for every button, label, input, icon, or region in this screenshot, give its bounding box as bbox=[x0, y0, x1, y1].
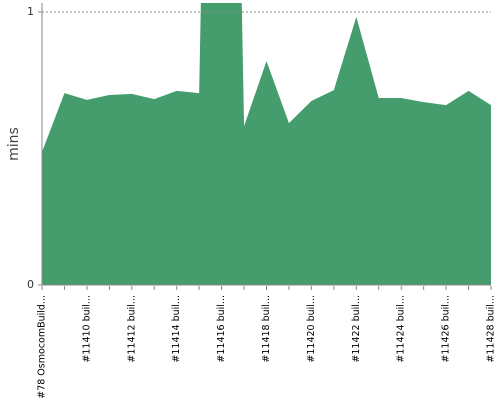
y-axis-label: mins bbox=[6, 127, 22, 161]
x-tick-label: #11422 buil... bbox=[351, 295, 362, 363]
area bbox=[42, 3, 491, 285]
y-tick-label: 0 bbox=[27, 278, 34, 291]
x-tick-label: #11412 buil... bbox=[126, 295, 137, 363]
x-tick-label: #11426 buil... bbox=[441, 295, 452, 363]
x-tick-label: #11416 buil... bbox=[216, 295, 227, 363]
x-tick-label: #11418 buil... bbox=[261, 295, 272, 363]
x-tick-label: #11428 buil... bbox=[486, 295, 497, 363]
x-tick-label: #11414 buil... bbox=[171, 295, 182, 363]
x-tick-label: #11410 buil... bbox=[81, 295, 92, 363]
x-tick-label: #11420 buil... bbox=[306, 295, 317, 363]
x-tick-label: #78 OsmocomBuild... bbox=[37, 295, 48, 399]
y-tick-label: 1 bbox=[27, 5, 34, 18]
x-tick-label: #11424 buil... bbox=[396, 295, 407, 363]
